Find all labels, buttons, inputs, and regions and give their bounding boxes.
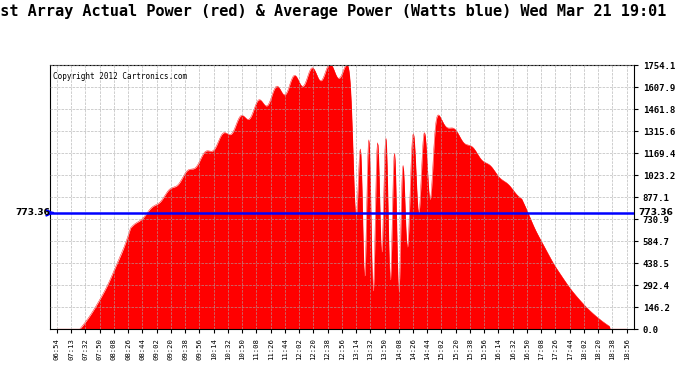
Text: West Array Actual Power (red) & Average Power (Watts blue) Wed Mar 21 19:01: West Array Actual Power (red) & Average … xyxy=(0,4,667,19)
Text: 773.36: 773.36 xyxy=(15,209,50,218)
Text: Copyright 2012 Cartronics.com: Copyright 2012 Cartronics.com xyxy=(53,72,187,81)
Text: 773.36: 773.36 xyxy=(638,209,673,218)
